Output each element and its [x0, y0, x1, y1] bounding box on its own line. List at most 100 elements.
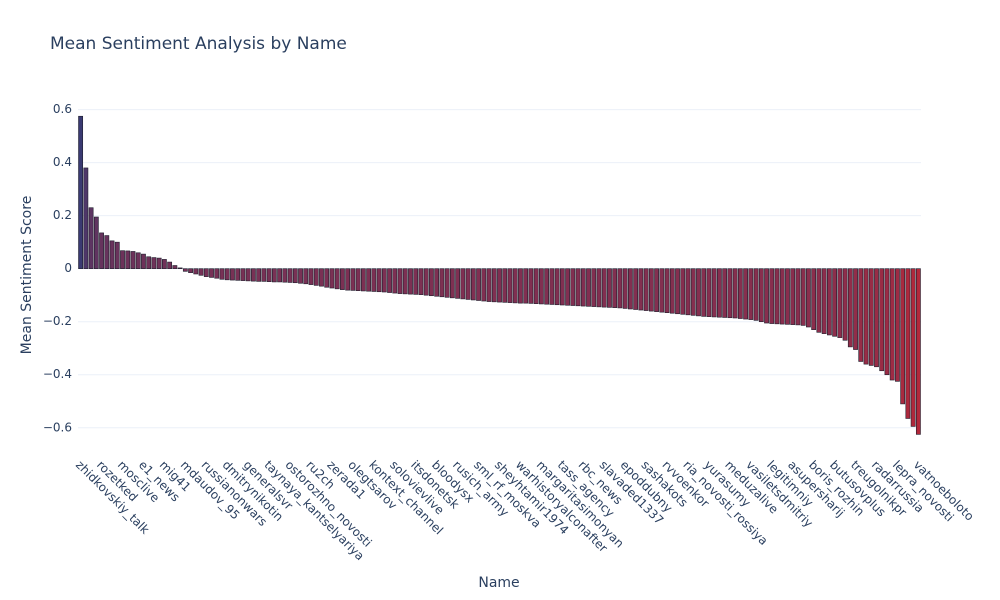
bar	[659, 268, 665, 313]
bar	[847, 268, 853, 348]
bar	[423, 268, 429, 296]
bar	[910, 268, 916, 427]
bar	[790, 268, 796, 325]
bar	[360, 268, 366, 292]
y-axis-title: Mean Sentiment Score	[19, 196, 35, 355]
bar	[617, 268, 623, 309]
bar	[664, 268, 670, 313]
bar	[355, 268, 361, 291]
bar	[345, 268, 351, 291]
bar	[214, 268, 220, 279]
bar	[863, 268, 869, 365]
bar	[748, 268, 754, 320]
bar	[381, 268, 387, 293]
bar	[706, 268, 712, 317]
bar	[256, 268, 262, 282]
bar	[774, 268, 780, 325]
y-tick-label: −0.6	[43, 420, 72, 434]
bar	[895, 268, 900, 382]
x-axis-title: Name	[478, 575, 519, 591]
bar	[88, 207, 94, 269]
bar	[465, 268, 471, 300]
bar	[209, 268, 214, 278]
bar	[837, 268, 843, 338]
bar	[528, 268, 534, 304]
bar	[408, 268, 413, 295]
bar	[444, 268, 450, 298]
bar	[544, 268, 550, 305]
bar	[643, 268, 649, 311]
bar	[701, 268, 707, 317]
bar	[120, 250, 125, 269]
bar	[868, 268, 874, 366]
bar	[292, 268, 298, 284]
bar	[481, 268, 487, 302]
bar	[141, 253, 146, 269]
y-tick-label: 0.2	[53, 208, 72, 222]
bar	[172, 265, 178, 269]
bar	[78, 115, 84, 269]
bar	[884, 268, 890, 376]
bar	[188, 268, 193, 273]
bar	[366, 268, 371, 292]
y-tick-label: 0	[64, 261, 72, 275]
bar	[612, 268, 618, 308]
bar	[758, 268, 764, 323]
bar	[622, 268, 628, 309]
bar	[900, 268, 906, 405]
bar	[575, 268, 581, 307]
bar	[601, 268, 607, 308]
bar	[449, 268, 455, 299]
bar	[350, 268, 356, 291]
bar	[711, 268, 717, 318]
bar	[298, 268, 303, 284]
bar	[648, 268, 654, 312]
bar	[518, 268, 523, 304]
bar	[240, 268, 246, 281]
bar	[591, 268, 597, 307]
bar	[586, 268, 591, 307]
bar	[203, 268, 209, 277]
bar	[554, 268, 560, 306]
bar	[853, 268, 858, 350]
bar	[497, 268, 502, 303]
bar	[675, 268, 680, 315]
bar	[580, 268, 586, 307]
bar	[523, 268, 529, 304]
bar	[224, 268, 230, 281]
bar	[392, 268, 398, 294]
bar	[418, 268, 424, 295]
bar	[371, 268, 377, 292]
bar	[628, 268, 633, 310]
bar	[151, 257, 157, 269]
bar	[779, 268, 785, 325]
bar	[319, 268, 324, 287]
bar	[146, 256, 152, 269]
bar	[460, 268, 466, 300]
bar	[826, 268, 832, 336]
bar	[235, 268, 241, 281]
bar	[764, 268, 769, 324]
bar	[198, 268, 204, 276]
bar	[486, 268, 492, 302]
bar	[130, 251, 136, 269]
bar	[806, 268, 811, 328]
bar	[654, 268, 659, 312]
bar	[104, 235, 110, 269]
bar	[308, 268, 314, 285]
bar	[434, 268, 440, 297]
bar	[549, 268, 555, 305]
y-tick-label: 0.4	[53, 155, 72, 169]
bar	[413, 268, 419, 295]
bar	[245, 268, 251, 282]
bar	[193, 268, 199, 275]
bar	[816, 268, 822, 333]
bar	[182, 268, 188, 272]
bar	[858, 268, 864, 362]
bar	[727, 268, 733, 319]
bar	[800, 268, 806, 326]
bar	[251, 268, 256, 282]
bar	[538, 268, 544, 305]
bar	[219, 268, 225, 280]
